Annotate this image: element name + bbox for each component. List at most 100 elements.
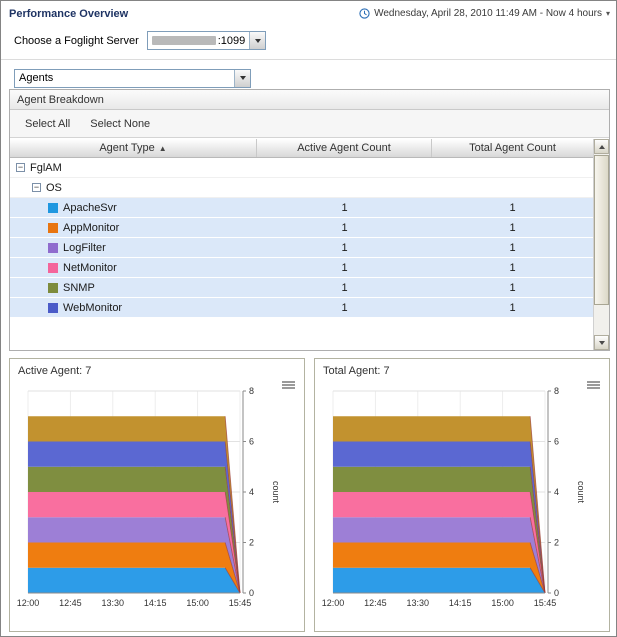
sort-ascending-icon: ▲ <box>158 143 167 153</box>
server-row: Choose a Foglight Server :1099 <box>1 20 616 60</box>
scroll-down-icon[interactable] <box>594 335 609 350</box>
active-count: 1 <box>341 241 348 254</box>
charts-row: Active Agent: 7 0 2 4 6 8 count 12:00 12:45 13:3… <box>9 358 610 632</box>
agent-label: AppMonitor <box>63 221 120 234</box>
agent-label: SNMP <box>63 281 95 294</box>
time-range-caret-icon: ▾ <box>605 9 610 18</box>
svg-text:6: 6 <box>249 437 254 447</box>
svg-text:12:45: 12:45 <box>364 598 387 608</box>
svg-text:15:00: 15:00 <box>186 598 209 608</box>
active-count: 1 <box>341 281 348 294</box>
table-row-logfilter[interactable]: LogFilter 1 1 <box>10 238 593 258</box>
series-color-swatch <box>48 302 58 313</box>
svg-text:13:30: 13:30 <box>102 598 125 608</box>
active-count: 1 <box>341 261 348 274</box>
svg-text:count: count <box>271 481 281 504</box>
svg-text:2: 2 <box>249 538 254 548</box>
total-agent-chart-title: Total Agent: 7 <box>323 365 390 377</box>
agent-breakdown-panel: Agent Breakdown Select All Select None A… <box>9 89 610 351</box>
total-count: 1 <box>509 221 516 234</box>
agent-table: Agent Type ▲ Active Agent Count Total Ag… <box>10 139 593 350</box>
chart-options-icon[interactable] <box>282 381 295 390</box>
svg-text:4: 4 <box>554 487 559 497</box>
agent-type-cell: SNMP <box>10 278 257 297</box>
time-range-control[interactable]: Wednesday, April 28, 2010 11:49 AM - Now… <box>359 8 610 19</box>
collapse-toggle-icon[interactable]: − <box>16 162 25 172</box>
scroll-up-icon[interactable] <box>594 139 609 154</box>
agent-label: LogFilter <box>63 241 106 254</box>
server-port-text: :1099 <box>217 34 246 47</box>
agent-type-cell: LogFilter <box>10 238 257 257</box>
svg-text:2: 2 <box>554 538 559 548</box>
svg-text:4: 4 <box>249 487 254 497</box>
select-all-button[interactable]: Select All <box>25 117 71 130</box>
series-color-swatch <box>48 242 58 253</box>
active-agent-chart-title: Active Agent: 7 <box>18 365 92 377</box>
server-select-label: Choose a Foglight Server <box>14 34 139 47</box>
agent-type-cell: AppMonitor <box>10 218 257 237</box>
column-active-agent-count[interactable]: Active Agent Count <box>257 139 432 157</box>
agent-breakdown-toolbar: Select All Select None <box>10 110 609 138</box>
total-count: 1 <box>509 261 516 274</box>
total-count: 1 <box>509 281 516 294</box>
total-count: 1 <box>509 301 516 314</box>
server-select[interactable]: :1099 <box>146 31 267 50</box>
svg-text:8: 8 <box>249 386 254 396</box>
page-title: Performance Overview <box>9 8 129 20</box>
active-count: 1 <box>341 301 348 314</box>
chart-options-icon[interactable] <box>587 381 600 390</box>
server-redacted-value <box>151 36 216 45</box>
group-label: FglAM <box>30 161 62 174</box>
view-row: Agents <box>1 60 616 88</box>
svg-text:13:30: 13:30 <box>407 598 430 608</box>
agent-label: WebMonitor <box>63 301 123 314</box>
clock-icon <box>359 8 370 19</box>
svg-text:12:45: 12:45 <box>59 598 82 608</box>
table-row-os[interactable]: − OS <box>10 178 593 198</box>
table-row-snmp[interactable]: SNMP 1 1 <box>10 278 593 298</box>
table-scrollbar[interactable] <box>593 139 609 350</box>
group-label: OS <box>46 181 62 194</box>
agent-label: ApacheSvr <box>63 201 117 214</box>
collapse-toggle-icon[interactable]: − <box>32 182 41 192</box>
agent-type-cell: WebMonitor <box>10 298 257 317</box>
svg-text:15:45: 15:45 <box>229 598 252 608</box>
time-range-label: Wednesday, April 28, 2010 11:49 AM - Now… <box>374 8 602 19</box>
top-bar: Performance Overview Wednesday, April 28… <box>1 1 616 20</box>
series-color-swatch <box>48 282 58 293</box>
active-agent-chart: 0 2 4 6 8 count 12:00 12:45 13:30 14:15 15:00 15:45 <box>17 386 281 608</box>
view-dropdown-icon[interactable] <box>234 69 250 87</box>
table-row-fglam[interactable]: − FglAM <box>10 158 593 178</box>
view-select-value: Agents <box>19 72 54 84</box>
svg-text:15:00: 15:00 <box>491 598 514 608</box>
series-color-swatch <box>48 222 58 233</box>
table-row-netmonitor[interactable]: NetMonitor 1 1 <box>10 258 593 278</box>
agent-breakdown-title: Agent Breakdown <box>10 90 609 110</box>
svg-text:0: 0 <box>249 588 254 598</box>
series-color-swatch <box>48 202 58 213</box>
svg-text:15:45: 15:45 <box>534 598 557 608</box>
agent-type-cell: − OS <box>10 178 257 197</box>
table-row-appmonitor[interactable]: AppMonitor 1 1 <box>10 218 593 238</box>
svg-text:14:15: 14:15 <box>144 598 167 608</box>
select-none-button[interactable]: Select None <box>90 117 151 130</box>
table-row-apachesvr[interactable]: ApacheSvr 1 1 <box>10 198 593 218</box>
agent-type-cell: ApacheSvr <box>10 198 257 217</box>
column-total-agent-count[interactable]: Total Agent Count <box>469 142 556 154</box>
total-agent-chart: 0 2 4 6 8 count 12:00 12:45 13:30 14:15 15:00 15:45 <box>322 386 586 608</box>
column-agent-type[interactable]: Agent Type ▲ <box>10 139 257 157</box>
table-row-webmonitor[interactable]: WebMonitor 1 1 <box>10 298 593 318</box>
active-agent-chart-panel: Active Agent: 7 0 2 4 6 8 count 12:00 12:45 13:3… <box>9 358 305 632</box>
svg-text:12:00: 12:00 <box>17 598 40 608</box>
total-agent-chart-panel: Total Agent: 7 0 2 4 6 8 count 12:00 12:45 13:30… <box>314 358 610 632</box>
server-dropdown-icon[interactable] <box>249 32 266 49</box>
agent-type-cell: − FglAM <box>10 158 257 177</box>
active-count: 1 <box>341 221 348 234</box>
svg-text:12:00: 12:00 <box>322 598 345 608</box>
total-count: 1 <box>509 201 516 214</box>
series-color-swatch <box>48 262 58 273</box>
agent-table-header: Agent Type ▲ Active Agent Count Total Ag… <box>10 139 593 158</box>
svg-text:8: 8 <box>554 386 559 396</box>
scrollbar-thumb[interactable] <box>594 155 609 305</box>
view-select[interactable]: Agents <box>14 68 251 88</box>
